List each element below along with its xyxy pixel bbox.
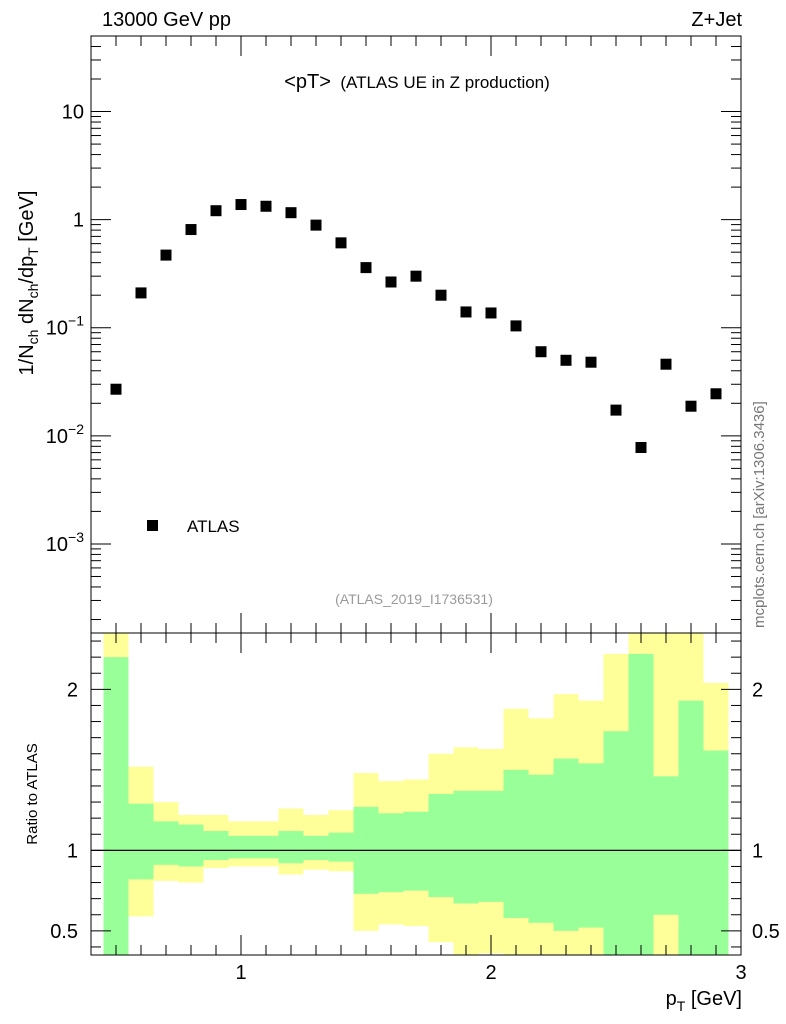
chart-title-sub: (ATLAS UE in Z production) — [340, 73, 549, 92]
uncertainty-band-bin — [453, 790, 479, 904]
uncertainty-band-bin — [703, 750, 729, 955]
uncertainty-band-bin — [303, 835, 329, 861]
data-point — [710, 388, 722, 400]
data-point — [260, 200, 272, 212]
data-point — [360, 262, 372, 274]
data-point — [460, 306, 472, 318]
data-point — [660, 358, 672, 370]
ratio-y-tick-label-left: 1 — [67, 840, 78, 862]
main-panel: 10 1 10−1 10−2 10−3 <pT> (ATLAS UE in Z prod… — [16, 35, 742, 634]
legend-marker — [147, 520, 158, 531]
uncertainty-band-bin — [178, 824, 204, 867]
uncertainty-band-bin — [603, 731, 629, 955]
ratio-y-tick-label-right: 0.5 — [752, 921, 780, 943]
ratio-y-axis-label: Ratio to ATLAS — [24, 743, 41, 844]
x-axis-label: pT [GeV] — [666, 988, 742, 1014]
data-point — [635, 442, 647, 454]
uncertainty-band-bin — [378, 813, 404, 893]
uncertainty-band-bin — [403, 811, 429, 891]
data-point — [135, 287, 147, 299]
data-point — [160, 249, 172, 261]
data-point — [210, 205, 222, 217]
uncertainty-band-bin — [153, 821, 179, 865]
ratio-y-tick-label-left: 0.5 — [50, 921, 78, 943]
data-point — [235, 199, 247, 211]
chart-title-main: <pT> — [284, 71, 331, 93]
data-point — [485, 307, 497, 319]
uncertainty-band-bin — [253, 835, 279, 859]
ratio-panel: 2 2 1 1 0.5 0.5 1 2 3 Ratio to ATLAS pT [GeV] — [24, 632, 780, 1014]
data-point — [185, 224, 197, 236]
source-label: mcplots.cern.ch [arXiv:1306.3436] — [751, 401, 768, 628]
data-point — [535, 346, 547, 358]
legend-label: ATLAS — [187, 517, 240, 536]
uncertainty-band-bin — [428, 794, 454, 898]
uncertainty-band-bin — [503, 769, 529, 918]
data-point — [285, 207, 297, 219]
uncertainty-band-bin — [553, 758, 579, 931]
uncertainty-band-bin — [628, 653, 654, 955]
uncertainty-band-bin — [578, 763, 604, 928]
main-y-tick-label: 10−2 — [46, 421, 84, 448]
data-point — [310, 219, 322, 231]
data-point — [560, 354, 572, 366]
analysis-watermark: (ATLAS_2019_I1736531) — [335, 591, 493, 607]
uncertainty-band-bin — [228, 835, 254, 859]
data-point — [110, 383, 122, 395]
data-point — [685, 400, 697, 412]
data-point — [585, 356, 597, 368]
data-point — [610, 404, 622, 416]
uncertainty-band-bin — [528, 774, 554, 923]
energy-label: 13000 GeV pp — [102, 9, 231, 31]
uncertainty-band-bin — [278, 831, 304, 864]
main-y-tick-label: 10−1 — [46, 313, 84, 340]
x-tick-label: 3 — [735, 962, 746, 984]
x-tick-label: 2 — [485, 962, 496, 984]
main-frame — [90, 35, 742, 634]
uncertainty-band-bin — [203, 831, 229, 861]
uncertainty-band-bin — [128, 803, 154, 880]
data-point — [335, 237, 347, 249]
x-tick-label: 1 — [235, 962, 246, 984]
uncertainty-band-bin — [328, 832, 354, 862]
uncertainty-band-bin — [103, 657, 129, 955]
main-y-axis-label: 1/Nch dNch/dpT [GeV] — [16, 191, 41, 376]
data-point — [385, 276, 397, 288]
uncertainty-band-bin — [478, 790, 504, 902]
ratio-y-tick-label-right: 2 — [752, 679, 763, 701]
ratio-y-tick-label-right: 1 — [752, 840, 763, 862]
main-y-tick-label: 10−3 — [46, 529, 84, 556]
uncertainty-band-bin — [678, 700, 704, 955]
data-point — [510, 320, 522, 332]
data-point — [435, 289, 447, 301]
process-label: Z+Jet — [691, 9, 742, 31]
uncertainty-band-bin — [653, 776, 679, 915]
main-y-tick-label: 10 — [62, 102, 84, 124]
ratio-y-tick-label-left: 2 — [67, 679, 78, 701]
chart-title: <pT> (ATLAS UE in Z production) — [284, 71, 550, 93]
main-y-tick-label: 1 — [73, 210, 84, 232]
data-point — [410, 270, 422, 282]
